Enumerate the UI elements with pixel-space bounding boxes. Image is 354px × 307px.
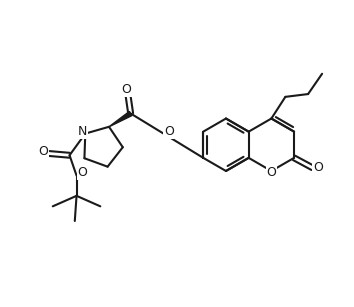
Text: O: O [313, 161, 323, 174]
Text: O: O [39, 145, 48, 158]
Text: O: O [78, 166, 87, 179]
Polygon shape [109, 111, 132, 127]
Text: O: O [267, 166, 276, 179]
Text: N: N [78, 125, 87, 138]
Text: O: O [121, 83, 131, 96]
Text: O: O [164, 125, 174, 138]
